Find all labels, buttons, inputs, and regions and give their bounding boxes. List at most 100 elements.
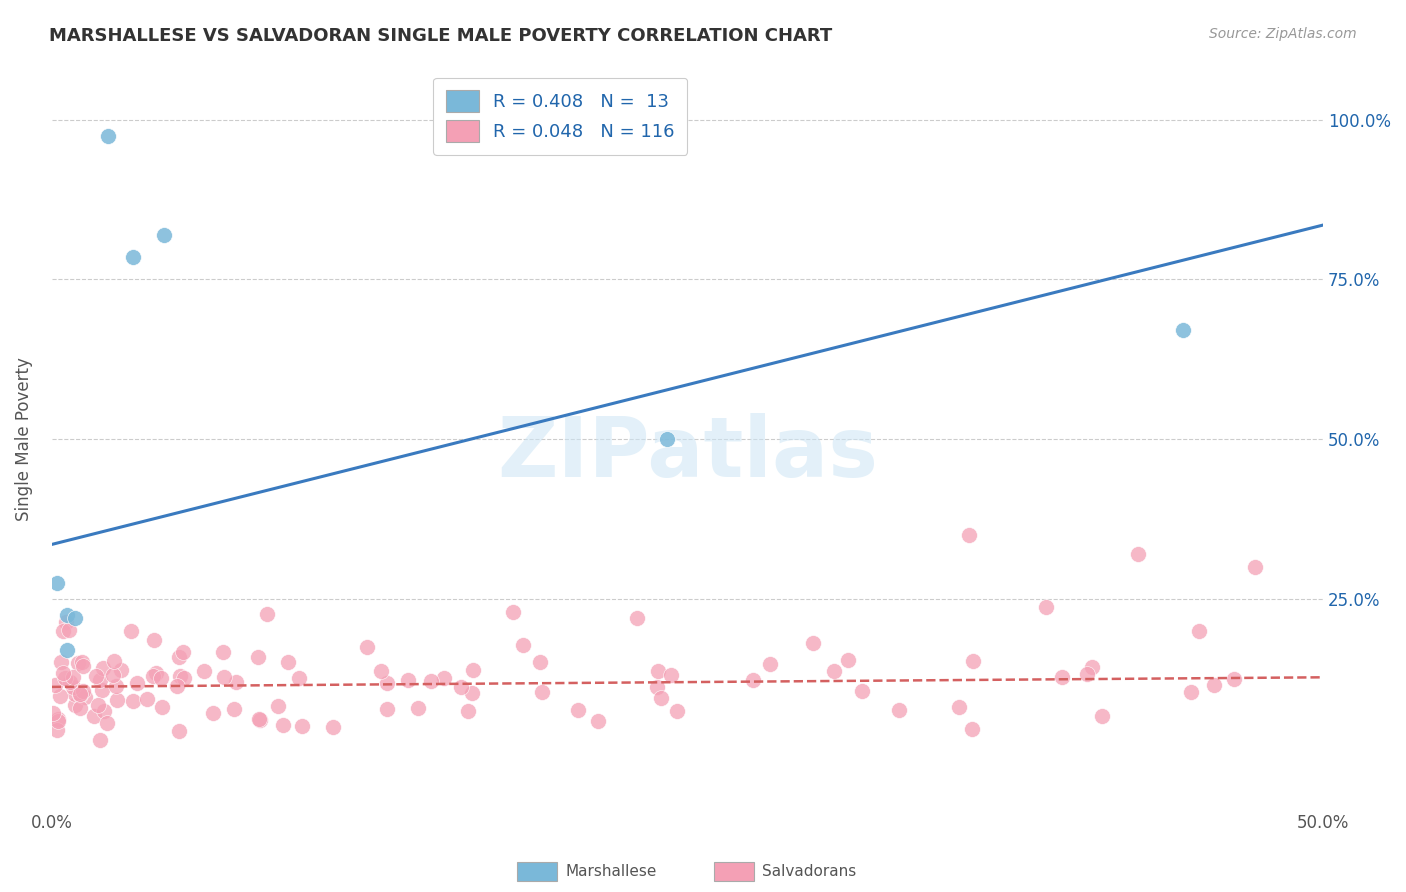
- Point: [69, 687, 91, 701]
- Point: [322, 720, 344, 734]
- Point: [249, 714, 271, 728]
- Point: [167, 724, 190, 739]
- Point: [143, 633, 166, 648]
- Point: [89, 733, 111, 747]
- Point: [224, 701, 246, 715]
- Point: [169, 669, 191, 683]
- Point: [247, 650, 270, 665]
- Point: [396, 673, 419, 687]
- Point: [41, 706, 63, 720]
- Point: [650, 690, 672, 705]
- Point: [267, 698, 290, 713]
- Point: [665, 704, 688, 718]
- Point: [759, 657, 782, 672]
- Point: [1081, 660, 1104, 674]
- Point: [626, 611, 648, 625]
- Point: [152, 700, 174, 714]
- Point: [122, 250, 145, 264]
- Point: [169, 650, 191, 665]
- Y-axis label: Single Male Poverty: Single Male Poverty: [15, 357, 32, 521]
- Point: [247, 712, 270, 726]
- Point: [65, 698, 87, 713]
- Text: Source: ZipAtlas.com: Source: ZipAtlas.com: [1209, 27, 1357, 41]
- Point: [44, 678, 66, 692]
- Point: [962, 654, 984, 668]
- Point: [356, 640, 378, 655]
- Point: [45, 575, 67, 590]
- Point: [46, 714, 69, 728]
- Point: [291, 719, 314, 733]
- Point: [51, 666, 73, 681]
- Point: [287, 671, 309, 685]
- Point: [1050, 670, 1073, 684]
- Point: [62, 680, 84, 694]
- Point: [461, 663, 484, 677]
- Text: ZIPatlas: ZIPatlas: [496, 413, 877, 494]
- Point: [53, 671, 76, 685]
- Point: [97, 128, 120, 143]
- Point: [801, 636, 824, 650]
- Point: [1091, 708, 1114, 723]
- Point: [433, 672, 456, 686]
- Point: [512, 638, 534, 652]
- Point: [56, 643, 79, 657]
- Point: [420, 673, 443, 688]
- Point: [957, 528, 980, 542]
- Point: [150, 671, 173, 685]
- Point: [889, 703, 911, 717]
- Point: [1035, 599, 1057, 614]
- Point: [1244, 559, 1267, 574]
- Point: [1126, 547, 1149, 561]
- Point: [461, 685, 484, 699]
- Point: [408, 701, 430, 715]
- Point: [120, 624, 142, 638]
- Point: [145, 666, 167, 681]
- Point: [742, 673, 765, 687]
- Point: [851, 684, 873, 698]
- Point: [948, 699, 970, 714]
- Point: [1188, 624, 1211, 638]
- Point: [48, 712, 70, 726]
- Point: [586, 714, 609, 728]
- Text: Salvadorans: Salvadorans: [762, 864, 856, 879]
- Point: [377, 676, 399, 690]
- Point: [823, 664, 845, 678]
- Point: [166, 679, 188, 693]
- Point: [212, 670, 235, 684]
- Point: [659, 668, 682, 682]
- Point: [96, 715, 118, 730]
- Point: [55, 615, 77, 629]
- Point: [193, 665, 215, 679]
- Point: [122, 694, 145, 708]
- Point: [136, 692, 159, 706]
- Point: [72, 659, 94, 673]
- Point: [1180, 685, 1202, 699]
- Point: [457, 704, 479, 718]
- Point: [69, 701, 91, 715]
- Point: [567, 703, 589, 717]
- Legend: R = 0.408   N =  13, R = 0.048   N = 116: R = 0.408 N = 13, R = 0.048 N = 116: [433, 78, 688, 155]
- Point: [647, 680, 669, 694]
- Point: [530, 684, 553, 698]
- Point: [59, 675, 82, 690]
- Point: [960, 722, 983, 736]
- Point: [1076, 666, 1098, 681]
- Text: Marshallese: Marshallese: [565, 864, 657, 879]
- Point: [502, 605, 524, 619]
- Point: [83, 708, 105, 723]
- Point: [212, 645, 235, 659]
- Point: [225, 675, 247, 690]
- Point: [450, 680, 472, 694]
- Point: [45, 723, 67, 737]
- Point: [66, 657, 89, 671]
- Point: [105, 693, 128, 707]
- Point: [49, 655, 72, 669]
- Point: [173, 671, 195, 685]
- Point: [62, 669, 84, 683]
- Point: [655, 432, 678, 446]
- Point: [271, 718, 294, 732]
- Point: [87, 698, 110, 712]
- Point: [49, 690, 72, 704]
- Point: [72, 656, 94, 670]
- Point: [1204, 677, 1226, 691]
